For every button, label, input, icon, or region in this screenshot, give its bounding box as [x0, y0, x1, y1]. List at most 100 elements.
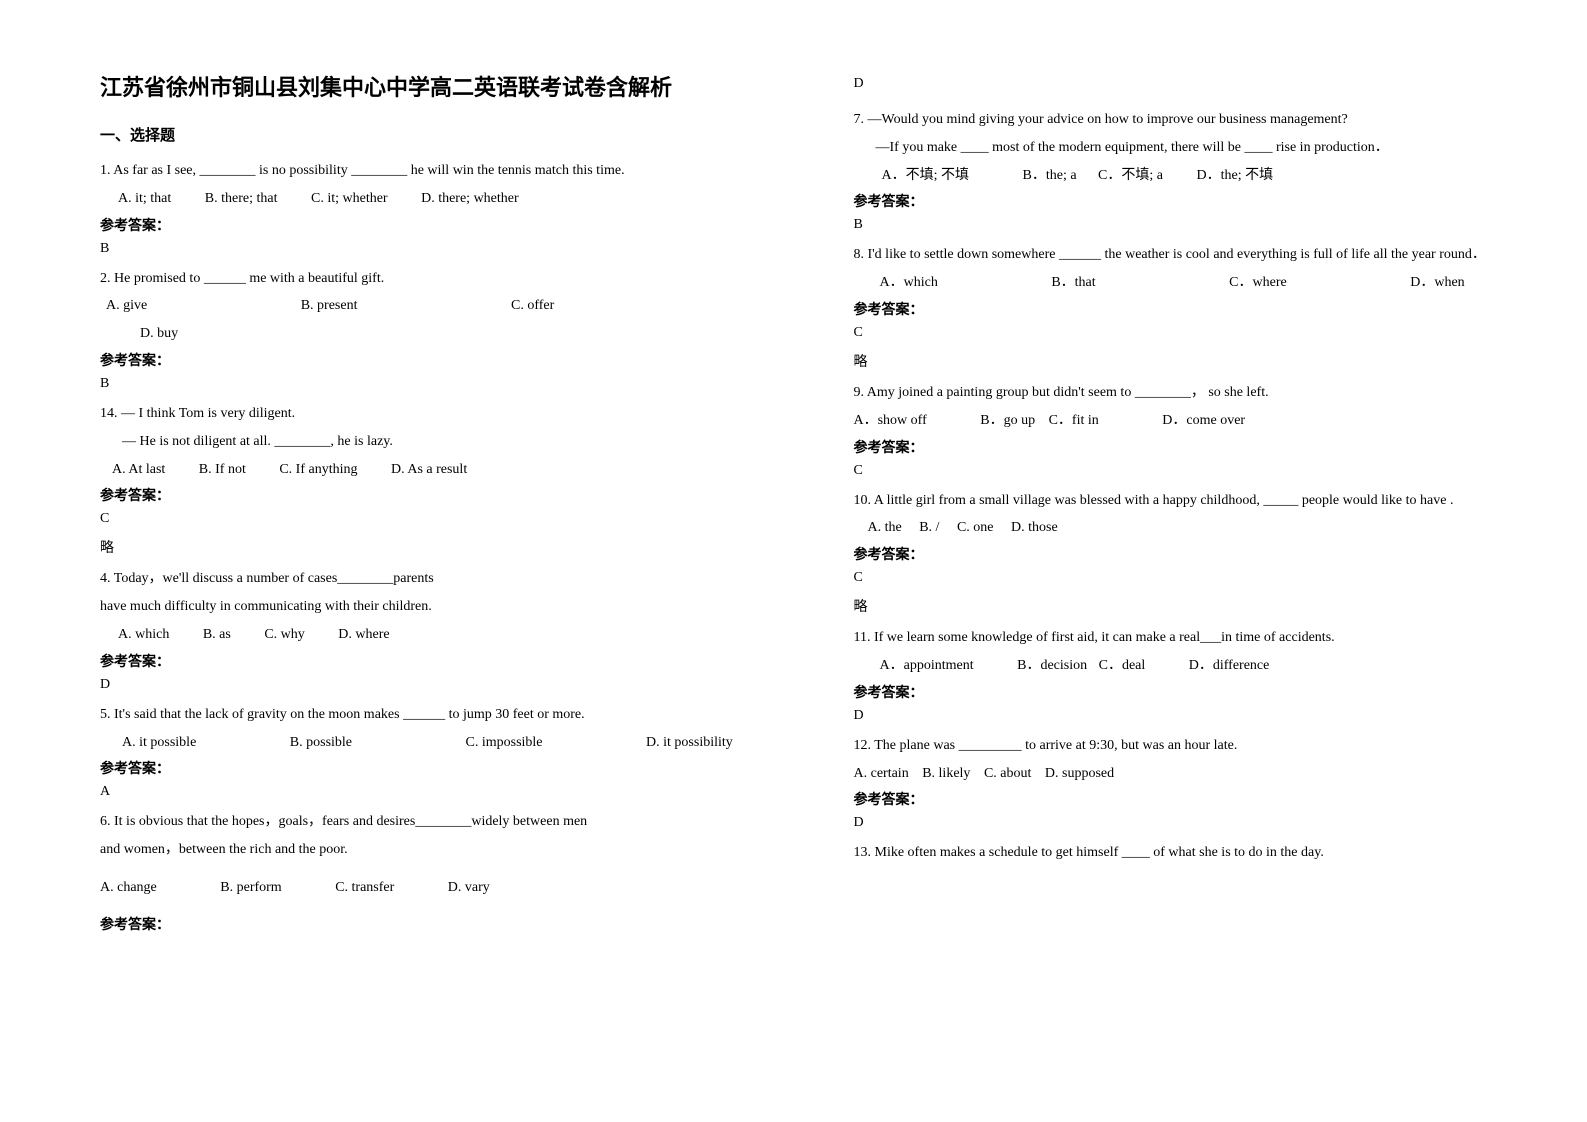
q6-answer: D	[854, 76, 1528, 92]
q9-stem: 9. Amy joined a painting group but didn'…	[854, 381, 1528, 405]
q8-opt-a: A．which	[880, 271, 938, 295]
q12-answer: D	[854, 815, 1528, 831]
q4-opt-c: C. why	[264, 623, 304, 647]
q5-answer-label: 参考答案：	[100, 758, 774, 778]
q1-opt-d: D. there; whether	[421, 187, 519, 211]
q2-options-2: D. buy	[140, 322, 774, 346]
q14-opt-c: C. If anything	[279, 458, 357, 482]
q10-answer: C	[854, 570, 1528, 586]
q6-stem1: 6. It is obvious that the hopes，goals，fe…	[100, 810, 774, 834]
q14-opt-b: B. If not	[199, 458, 246, 482]
question-12: 12. The plane was _________ to arrive at…	[854, 734, 1528, 832]
q7-opt-a: A．不填; 不填	[882, 164, 970, 188]
q7-opt-c: C．不填; a	[1098, 164, 1163, 188]
q11-options: A．appointment B．decision C．deal D．differ…	[880, 654, 1528, 678]
q12-opt-d: D. supposed	[1045, 762, 1114, 786]
q12-answer-label: 参考答案：	[854, 789, 1528, 809]
q1-answer: B	[100, 241, 774, 257]
q4-answer-label: 参考答案：	[100, 651, 774, 671]
q2-opt-d: D. buy	[140, 322, 178, 346]
q5-opt-d: D. it possibility	[646, 731, 733, 755]
q1-opt-c: C. it; whether	[311, 187, 388, 211]
q5-answer: A	[100, 784, 774, 800]
q12-opt-c: C. about	[984, 762, 1031, 786]
q14-opt-d: D. As a result	[391, 458, 467, 482]
q8-answer-label: 参考答案：	[854, 299, 1528, 319]
q6-opt-d: D. vary	[448, 876, 490, 900]
q6-options: A. change B. perform C. transfer D. vary	[100, 876, 774, 900]
q7-opt-b: B．the; a	[1023, 164, 1077, 188]
q10-stem: 10. A little girl from a small village w…	[854, 489, 1528, 513]
q12-stem: 12. The plane was _________ to arrive at…	[854, 734, 1528, 758]
q12-opt-a: A. certain	[854, 762, 909, 786]
q2-options: A. give B. present C. offer	[106, 294, 774, 318]
q14-opt-a: A. At last	[112, 458, 165, 482]
q11-answer: D	[854, 708, 1528, 724]
q7-stem1: 7. —Would you mind giving your advice on…	[854, 108, 1528, 132]
q10-opt-a: A. the	[868, 516, 902, 540]
q10-answer-label: 参考答案：	[854, 544, 1528, 564]
q4-options: A. which B. as C. why D. where	[118, 623, 774, 647]
q7-answer: B	[854, 217, 1528, 233]
q11-opt-c: C．deal	[1099, 654, 1146, 678]
page-title: 江苏省徐州市铜山县刘集中心中学高二英语联考试卷含解析	[100, 70, 774, 102]
q14-answer-label: 参考答案：	[100, 485, 774, 505]
q14-options: A. At last B. If not C. If anything D. A…	[112, 458, 774, 482]
q10-opt-b: B. /	[919, 516, 939, 540]
q2-opt-a: A. give	[106, 294, 147, 318]
q5-opt-c: C. impossible	[466, 731, 543, 755]
question-13: 13. Mike often makes a schedule to get h…	[854, 841, 1528, 865]
left-column: 江苏省徐州市铜山县刘集中心中学高二英语联考试卷含解析 一、选择题 1. As f…	[100, 70, 774, 940]
q2-stem: 2. He promised to ______ me with a beaut…	[100, 267, 774, 291]
q9-opt-a: A．show off	[854, 409, 927, 433]
right-column: D 7. —Would you mind giving your advice …	[854, 70, 1528, 940]
q11-opt-b: B．decision	[1017, 654, 1087, 678]
q2-opt-c: C. offer	[511, 294, 554, 318]
q14-stem1: 14. — I think Tom is very diligent.	[100, 402, 774, 426]
q1-opt-a: A. it; that	[118, 187, 171, 211]
q11-stem: 11. If we learn some knowledge of first …	[854, 626, 1528, 650]
question-14: 14. — I think Tom is very diligent. — He…	[100, 402, 774, 557]
question-7: 7. —Would you mind giving your advice on…	[854, 108, 1528, 233]
q6-opt-c: C. transfer	[335, 876, 394, 900]
q7-stem2: —If you make ____ most of the modern equ…	[876, 136, 1528, 160]
q8-stem: 8. I'd like to settle down somewhere ___…	[854, 243, 1528, 267]
q9-opt-c: C．fit in	[1049, 409, 1099, 433]
q4-opt-d: D. where	[338, 623, 389, 647]
q7-opt-d: D．the; 不填	[1197, 164, 1274, 188]
q4-answer: D	[100, 677, 774, 693]
q7-options: A．不填; 不填 B．the; a C．不填; a D．the; 不填	[882, 164, 1528, 188]
q8-options: A．which B．that C．where D．when	[880, 271, 1528, 295]
q7-answer-label: 参考答案：	[854, 191, 1528, 211]
q9-opt-b: B．go up	[980, 409, 1035, 433]
q8-opt-d: D．when	[1410, 271, 1464, 295]
q8-opt-c: C．where	[1229, 271, 1287, 295]
q11-opt-a: A．appointment	[880, 654, 974, 678]
q9-answer-label: 参考答案：	[854, 437, 1528, 457]
q10-omit: 略	[854, 596, 1528, 616]
q8-opt-b: B．that	[1051, 271, 1095, 295]
q13-stem: 13. Mike often makes a schedule to get h…	[854, 841, 1528, 865]
q8-answer: C	[854, 325, 1528, 341]
q9-opt-d: D．come over	[1162, 409, 1245, 433]
q5-options: A. it possible B. possible C. impossible…	[122, 731, 774, 755]
q1-stem: 1. As far as I see, ________ is no possi…	[100, 159, 774, 183]
q2-answer-label: 参考答案：	[100, 350, 774, 370]
q4-stem2: have much difficulty in communicating wi…	[100, 595, 774, 619]
question-1: 1. As far as I see, ________ is no possi…	[100, 159, 774, 257]
q12-opt-b: B. likely	[922, 762, 970, 786]
question-10: 10. A little girl from a small village w…	[854, 489, 1528, 617]
q4-opt-b: B. as	[203, 623, 231, 647]
q6-opt-b: B. perform	[220, 876, 281, 900]
q1-answer-label: 参考答案：	[100, 215, 774, 235]
q4-opt-a: A. which	[118, 623, 169, 647]
question-11: 11. If we learn some knowledge of first …	[854, 626, 1528, 724]
question-8: 8. I'd like to settle down somewhere ___…	[854, 243, 1528, 371]
q2-opt-b: B. present	[301, 294, 358, 318]
section-heading: 一、选择题	[100, 124, 774, 145]
exam-page: 江苏省徐州市铜山县刘集中心中学高二英语联考试卷含解析 一、选择题 1. As f…	[0, 0, 1587, 980]
question-5: 5. It's said that the lack of gravity on…	[100, 703, 774, 801]
q5-opt-b: B. possible	[290, 731, 352, 755]
q1-opt-b: B. there; that	[205, 187, 278, 211]
q9-options: A．show off B．go up C．fit in D．come over	[854, 409, 1528, 433]
